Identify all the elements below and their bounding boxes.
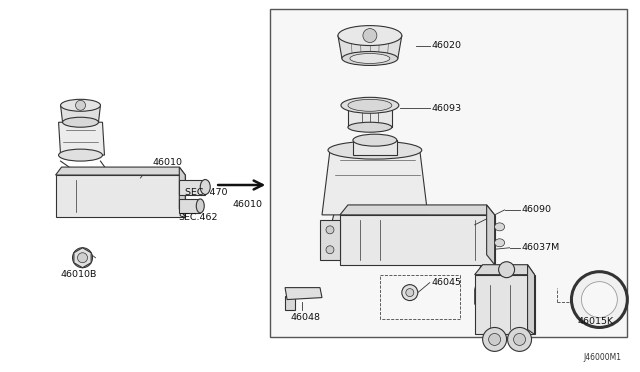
Ellipse shape xyxy=(350,54,390,64)
Text: SEC.462: SEC.462 xyxy=(179,214,218,222)
Ellipse shape xyxy=(61,99,100,111)
Circle shape xyxy=(77,253,88,263)
Ellipse shape xyxy=(348,122,392,132)
Ellipse shape xyxy=(196,199,204,213)
Polygon shape xyxy=(353,140,397,155)
Ellipse shape xyxy=(200,180,210,195)
Circle shape xyxy=(76,100,86,110)
Polygon shape xyxy=(56,167,186,175)
Polygon shape xyxy=(285,288,322,299)
Text: SEC. 470: SEC. 470 xyxy=(186,189,228,198)
Polygon shape xyxy=(56,175,186,217)
Ellipse shape xyxy=(353,134,397,146)
Circle shape xyxy=(488,333,500,346)
Bar xyxy=(270,9,627,337)
Polygon shape xyxy=(179,199,200,213)
Polygon shape xyxy=(348,105,392,127)
Ellipse shape xyxy=(59,149,102,161)
Circle shape xyxy=(572,272,627,327)
Ellipse shape xyxy=(348,99,392,111)
Ellipse shape xyxy=(63,117,99,127)
Circle shape xyxy=(508,327,532,352)
Text: 46020: 46020 xyxy=(432,41,461,50)
Polygon shape xyxy=(320,220,340,260)
Text: 46010B: 46010B xyxy=(61,270,97,279)
Text: 46015K: 46015K xyxy=(577,317,614,326)
Circle shape xyxy=(406,289,414,296)
Circle shape xyxy=(581,282,618,318)
Polygon shape xyxy=(322,150,428,215)
Text: 46090: 46090 xyxy=(522,205,552,214)
Polygon shape xyxy=(74,248,91,268)
Ellipse shape xyxy=(328,141,422,159)
Circle shape xyxy=(72,248,93,268)
Polygon shape xyxy=(285,296,295,310)
Text: 46048: 46048 xyxy=(290,313,320,322)
Polygon shape xyxy=(340,205,495,215)
Text: 46010: 46010 xyxy=(232,201,262,209)
Polygon shape xyxy=(179,180,205,195)
Ellipse shape xyxy=(338,26,402,45)
Circle shape xyxy=(483,327,507,352)
Polygon shape xyxy=(486,205,495,265)
Ellipse shape xyxy=(495,239,504,247)
Circle shape xyxy=(363,29,377,42)
Polygon shape xyxy=(59,122,104,155)
Text: 46037M: 46037M xyxy=(522,243,560,252)
Polygon shape xyxy=(61,105,100,122)
Text: 46093: 46093 xyxy=(432,104,462,113)
Polygon shape xyxy=(340,215,495,265)
Ellipse shape xyxy=(495,223,504,231)
Polygon shape xyxy=(527,265,534,334)
Text: J46000M1: J46000M1 xyxy=(583,353,621,362)
Polygon shape xyxy=(330,210,420,230)
Circle shape xyxy=(402,285,418,301)
Polygon shape xyxy=(475,275,534,334)
Text: 46045: 46045 xyxy=(432,278,461,287)
Circle shape xyxy=(326,246,334,254)
Ellipse shape xyxy=(342,51,398,65)
Circle shape xyxy=(326,226,334,234)
Text: 46010: 46010 xyxy=(152,158,182,167)
Circle shape xyxy=(499,262,515,278)
Polygon shape xyxy=(338,36,402,58)
Polygon shape xyxy=(179,167,186,217)
Ellipse shape xyxy=(341,97,399,113)
Polygon shape xyxy=(475,230,490,305)
Circle shape xyxy=(513,333,525,346)
Polygon shape xyxy=(475,265,534,275)
